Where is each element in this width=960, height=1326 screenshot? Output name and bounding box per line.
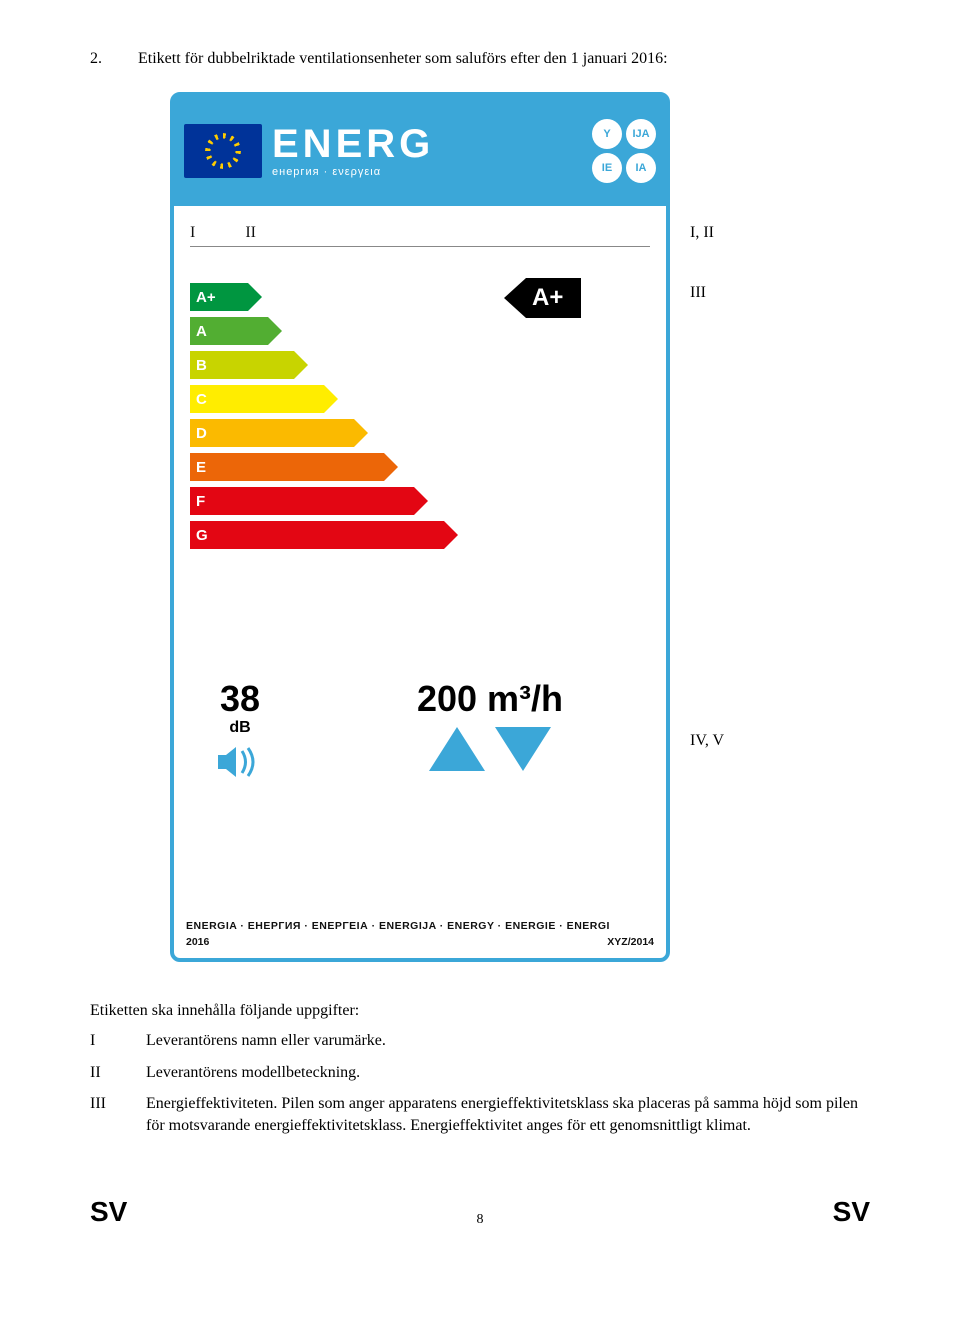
footer-year: 2016 (186, 936, 209, 948)
page-footer: SV 8 SV (90, 1196, 870, 1228)
rating-bar-arrow-icon (444, 521, 458, 549)
rating-bar: D (190, 417, 458, 449)
definition-row: III Energieffektiviteten. Pilen som anger… (90, 1093, 870, 1136)
header-circle: IA (626, 153, 656, 183)
rating-bar: G (190, 519, 458, 551)
rating-bar: C (190, 383, 458, 415)
header-circle: IE (592, 153, 622, 183)
energy-label: ENERG енергия · ενεργεια Y IJA IE IA I I… (170, 92, 670, 962)
ref-iii: III (690, 284, 706, 302)
rating-bar-label: C (190, 385, 324, 413)
energ-word: ENERG (272, 124, 582, 164)
definition-text: Leverantörens namn eller varumärke. (146, 1030, 386, 1052)
label-footer: ENERGIA · ЕНЕРГИЯ · ΕΝΕΡΓΕΙΑ · ENERGIJA … (186, 920, 654, 948)
rating-bar-label: D (190, 419, 354, 447)
list-intro: Etiketten ska innehålla följande uppgift… (90, 1002, 870, 1020)
definition-text: Energieffektiviteten. Pilen som anger ap… (146, 1093, 870, 1136)
eu-flag-icon (184, 124, 262, 178)
header-circle: IJA (626, 119, 656, 149)
section-heading: 2. Etikett för dubbelriktade ventilation… (90, 50, 870, 68)
metrics-block: 38 dB 200 m³/h (190, 681, 650, 784)
rating-bar: E (190, 451, 458, 483)
rating-bar-arrow-icon (414, 487, 428, 515)
callout-value: A+ (526, 278, 581, 318)
flow-value: 200 m³/h (330, 681, 650, 717)
rating-bar-label: G (190, 521, 444, 549)
energy-label-region: ENERG енергия · ενεργεια Y IJA IE IA I I… (170, 92, 790, 972)
definition-key: III (90, 1093, 126, 1136)
arrow-up-icon (429, 727, 485, 771)
rating-bar-label: A+ (190, 283, 248, 311)
supplier-row: I II (190, 224, 650, 247)
header-circle: Y (592, 119, 622, 149)
heading-text: Etikett för dubbelriktade ventilationsen… (138, 50, 668, 68)
arrow-down-icon (495, 727, 551, 771)
flow-arrows (330, 727, 650, 771)
rating-bar-arrow-icon (324, 385, 338, 413)
rating-bar-arrow-icon (384, 453, 398, 481)
roman-two: II (245, 224, 256, 242)
definition-key: II (90, 1062, 126, 1084)
rating-bar-label: B (190, 351, 294, 379)
rating-scale: A+ ABCDEFG (190, 281, 458, 553)
rating-bar: A+ (190, 281, 458, 313)
rating-bar-arrow-icon (248, 283, 262, 311)
header-circle-group: Y IJA IE IA (592, 119, 656, 183)
db-unit: dB (190, 719, 290, 737)
airflow: 200 m³/h (330, 681, 650, 771)
definition-row: I Leverantörens namn eller varumärke. (90, 1030, 870, 1052)
rating-bar: F (190, 485, 458, 517)
definition-key: I (90, 1030, 126, 1052)
ref-i-ii: I, II (690, 224, 714, 242)
label-header: ENERG енергия · ενεργεια Y IJA IE IA (174, 96, 666, 206)
rating-bar-arrow-icon (268, 317, 282, 345)
rating-bar-label: A (190, 317, 268, 345)
rating-bar-label: F (190, 487, 414, 515)
speaker-icon (190, 745, 290, 784)
db-value: 38 (190, 681, 290, 717)
footer-languages: ENERGIA · ЕНЕРГИЯ · ΕΝΕΡΓΕΙΑ · ENERGIJA … (186, 920, 654, 932)
rating-bar-label: E (190, 453, 384, 481)
page-number: 8 (477, 1212, 484, 1228)
definition-row: II Leverantörens modellbeteckning. (90, 1062, 870, 1084)
rating-bar-arrow-icon (354, 419, 368, 447)
ref-iv-v: IV, V (690, 732, 724, 750)
sound-level: 38 dB (190, 681, 290, 784)
callout-arrow-icon (504, 278, 526, 318)
lang-right: SV (833, 1196, 870, 1228)
rating-bar: B (190, 349, 458, 381)
energ-title: ENERG енергия · ενεργεια (272, 124, 582, 178)
efficiency-callout: A+ (504, 278, 581, 318)
definition-text: Leverantörens modellbeteckning. (146, 1062, 360, 1084)
roman-one: I (190, 224, 195, 242)
rating-bar-arrow-icon (294, 351, 308, 379)
energ-subtitle: енергия · ενεργεια (272, 166, 582, 178)
rating-bar: A (190, 315, 458, 347)
lang-left: SV (90, 1196, 127, 1228)
definitions-list: Etiketten ska innehålla följande uppgift… (90, 1002, 870, 1136)
footer-regulation: XYZ/2014 (607, 936, 654, 948)
heading-number: 2. (90, 50, 114, 68)
